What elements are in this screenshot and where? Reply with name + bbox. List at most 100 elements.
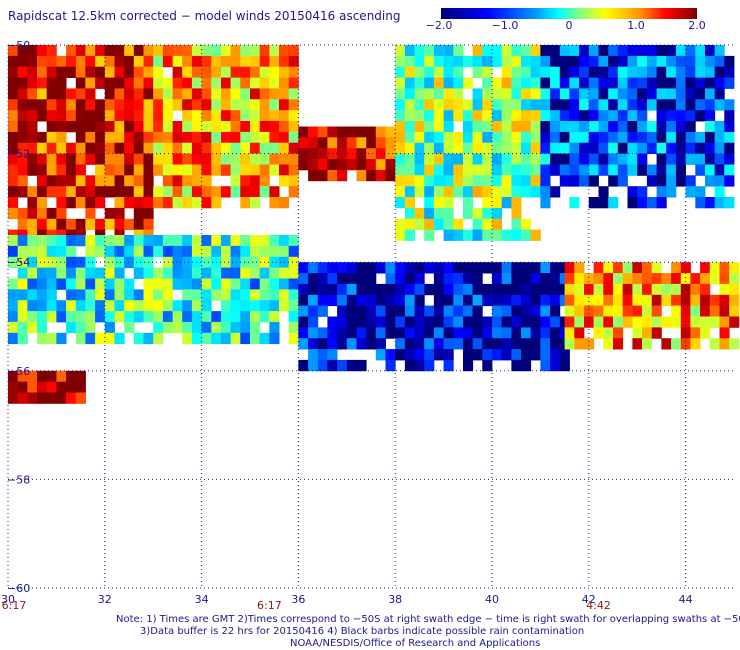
heatmap-cell bbox=[27, 153, 38, 165]
heatmap-cell bbox=[182, 256, 193, 269]
heatmap-cell bbox=[66, 300, 77, 312]
heatmap-cell bbox=[666, 45, 677, 57]
heatmap-cell bbox=[269, 66, 280, 78]
heatmap-cell bbox=[482, 142, 493, 154]
heatmap-cell bbox=[608, 142, 619, 154]
heatmap-cell bbox=[133, 311, 144, 323]
heatmap-cell bbox=[395, 327, 406, 339]
heatmap-cell bbox=[695, 45, 706, 57]
heatmap-cell bbox=[511, 186, 522, 198]
heatmap-cell bbox=[56, 245, 67, 258]
heatmap-cell bbox=[424, 218, 435, 231]
heatmap-cell bbox=[95, 121, 106, 133]
heatmap-cell bbox=[104, 153, 115, 165]
heatmap-cell bbox=[511, 218, 522, 231]
heatmap-cell bbox=[559, 45, 570, 57]
heatmap-cell bbox=[37, 55, 48, 68]
heatmap-cell bbox=[298, 137, 309, 149]
heatmap-cell bbox=[124, 142, 135, 154]
heatmap-cell bbox=[404, 175, 415, 187]
heatmap-cell bbox=[642, 273, 653, 285]
heatmap-cell bbox=[308, 262, 319, 274]
heatmap-cell bbox=[569, 175, 580, 187]
heatmap-cell bbox=[385, 159, 396, 171]
heatmap-cell bbox=[104, 278, 115, 290]
heatmap-cell bbox=[550, 327, 561, 339]
heatmap-cell bbox=[627, 142, 638, 154]
heatmap-cell bbox=[559, 77, 570, 89]
heatmap-cell bbox=[240, 278, 251, 290]
heatmap-cell bbox=[700, 273, 711, 285]
heatmap-cell bbox=[404, 273, 415, 285]
heatmap-cell bbox=[104, 45, 115, 57]
heatmap-cell bbox=[182, 175, 193, 187]
heatmap-cell bbox=[729, 262, 740, 274]
heatmap-cell bbox=[27, 88, 38, 100]
heatmap-cell bbox=[414, 131, 425, 144]
heatmap-cell bbox=[201, 175, 212, 187]
heatmap-cell bbox=[114, 142, 125, 154]
heatmap-cell bbox=[366, 294, 377, 307]
heatmap-cell bbox=[153, 142, 164, 154]
heatmap-cell bbox=[714, 164, 725, 176]
heatmap-cell bbox=[656, 131, 667, 144]
heatmap-cell bbox=[685, 142, 696, 154]
heatmap-cell bbox=[133, 197, 144, 209]
heatmap-cell bbox=[114, 235, 125, 247]
heatmap-cell bbox=[143, 164, 154, 176]
heatmap-cell bbox=[671, 262, 682, 274]
heatmap-cell bbox=[433, 121, 444, 133]
heatmap-cell bbox=[492, 153, 503, 165]
heatmap-cell bbox=[172, 300, 183, 312]
heatmap-cell bbox=[385, 359, 396, 372]
heatmap-cell bbox=[521, 316, 532, 328]
heatmap-cell bbox=[646, 66, 657, 78]
heatmap-cell bbox=[463, 164, 474, 176]
heatmap-cell bbox=[133, 110, 144, 122]
heatmap-cell bbox=[588, 99, 599, 111]
heatmap-cell bbox=[540, 77, 551, 89]
heatmap-cell bbox=[651, 262, 662, 274]
heatmap-cell bbox=[656, 55, 667, 68]
heatmap-cell bbox=[453, 273, 464, 285]
heatmap-cell bbox=[191, 245, 202, 258]
heatmap-cell bbox=[66, 142, 77, 154]
heatmap-cell bbox=[211, 164, 222, 176]
heatmap-cell bbox=[240, 245, 251, 258]
heatmap-cell bbox=[608, 121, 619, 133]
heatmap-cell bbox=[690, 305, 701, 317]
heatmap-cell bbox=[211, 110, 222, 122]
heatmap-cell bbox=[182, 267, 193, 279]
heatmap-cell bbox=[56, 186, 67, 198]
heatmap-cell bbox=[559, 110, 570, 122]
heatmap-cell bbox=[443, 262, 454, 274]
heatmap-cell bbox=[162, 164, 173, 176]
heatmap-cell bbox=[56, 142, 67, 154]
heatmap-cell bbox=[453, 66, 464, 78]
heatmap-cell bbox=[66, 153, 77, 165]
heatmap-cell bbox=[104, 267, 115, 279]
heatmap-cell bbox=[46, 381, 57, 393]
heatmap-cell bbox=[201, 267, 212, 279]
heatmap-cell bbox=[8, 45, 19, 57]
heatmap-cell bbox=[230, 88, 241, 100]
heatmap-cell bbox=[714, 197, 725, 209]
heatmap-cell bbox=[230, 77, 241, 89]
heatmap-cell bbox=[501, 142, 512, 154]
heatmap-cell bbox=[298, 338, 309, 350]
heatmap-cell bbox=[191, 121, 202, 133]
heatmap-cell bbox=[501, 338, 512, 350]
heatmap-cell bbox=[530, 327, 541, 339]
heatmap-cell bbox=[201, 164, 212, 176]
heatmap-cell bbox=[463, 349, 474, 361]
heatmap-cell bbox=[66, 45, 77, 57]
heatmap-cell bbox=[695, 186, 706, 198]
heatmap-cell bbox=[279, 88, 290, 100]
heatmap-cell bbox=[211, 142, 222, 154]
heatmap-cell bbox=[729, 273, 740, 285]
heatmap-cell bbox=[298, 327, 309, 339]
heatmap-cell bbox=[492, 207, 503, 220]
heatmap-cell bbox=[714, 153, 725, 165]
heatmap-cell bbox=[574, 327, 585, 339]
heatmap-cell bbox=[182, 300, 193, 312]
